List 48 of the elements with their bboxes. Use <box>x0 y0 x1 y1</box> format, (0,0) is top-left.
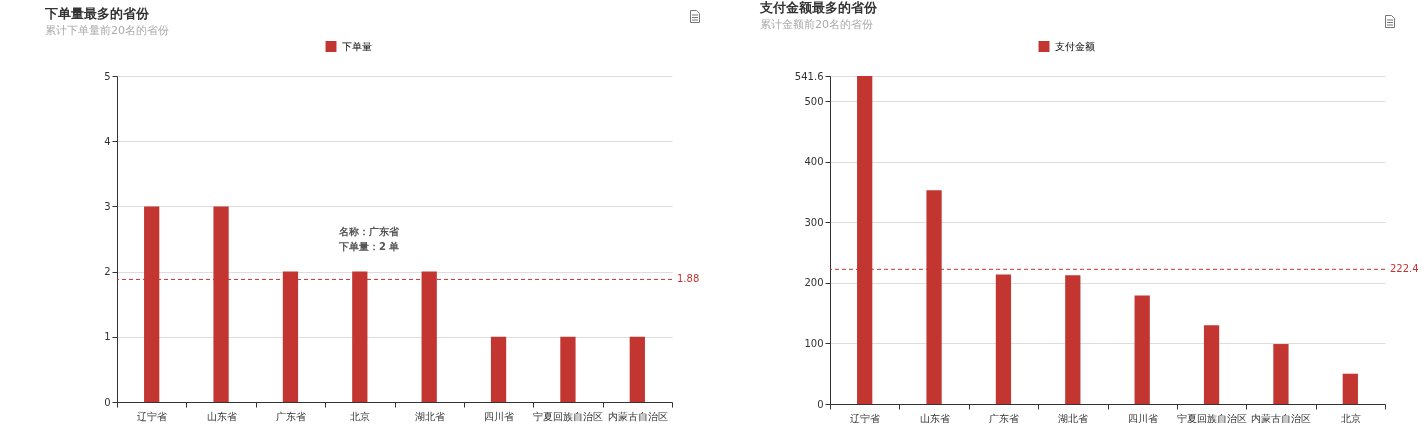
bar <box>1134 295 1150 404</box>
x-tick-label: 广东省 <box>275 410 306 422</box>
x-tick-label: 宁夏回族自治区 <box>1177 412 1248 424</box>
y-tick-label: 300 <box>804 216 824 228</box>
y-tick-label: 2 <box>104 266 111 278</box>
x-tick-label: 山东省 <box>206 410 237 422</box>
x-tick-label: 辽宁省 <box>137 410 168 422</box>
y-tick-label: 100 <box>804 337 824 349</box>
y-tick-label: 5 <box>104 70 111 82</box>
y-tick-label: 400 <box>804 156 824 168</box>
y-tick-label: 0 <box>104 396 111 408</box>
ref-line-label: 1.88 <box>677 273 700 285</box>
y-tick-label: 4 <box>104 135 111 147</box>
x-tick-label: 内蒙古自治区 <box>1251 412 1312 424</box>
bar <box>1342 373 1358 404</box>
chart-title: 下单量最多的省份 <box>44 6 150 21</box>
x-tick-label: 宁夏回族自治区 <box>533 410 604 422</box>
x-tick-label: 四川省 <box>484 410 515 422</box>
x-tick-label: 北京 <box>1340 412 1361 424</box>
annotation: 名称：广东省 <box>338 226 400 238</box>
chart-subtitle: 累计下单量前20名的省份 <box>45 24 169 37</box>
bar <box>490 336 507 402</box>
chart-title: 支付金额最多的省份 <box>759 0 878 15</box>
y-tick-label: 200 <box>804 277 824 289</box>
legend-label: 下单量 <box>341 40 372 52</box>
x-tick-label: 湖北省 <box>414 410 445 422</box>
annotation: 下单量：2 单 <box>338 241 400 253</box>
y-tick-label: 1 <box>104 331 111 343</box>
y-tick-label: 0 <box>817 398 824 410</box>
legend-label: 支付金额 <box>1054 40 1095 52</box>
x-tick-label: 湖北省 <box>1058 412 1089 424</box>
x-tick-label: 内蒙古自治区 <box>607 410 668 422</box>
bar <box>995 274 1012 404</box>
bar <box>1065 275 1081 404</box>
y-tick-label: 3 <box>104 200 111 212</box>
x-tick-label: 北京 <box>350 410 371 422</box>
x-tick-label: 辽宁省 <box>850 412 881 424</box>
chart-subtitle: 累计金额前20名的省份 <box>760 18 873 31</box>
bar <box>560 336 576 402</box>
bar <box>1273 344 1289 404</box>
y-tick-label: 541.6 <box>794 70 824 82</box>
y-tick-label: 500 <box>804 95 824 107</box>
x-tick-label: 广东省 <box>988 412 1019 424</box>
bar <box>1203 325 1220 404</box>
bar <box>629 336 645 402</box>
x-tick-label: 四川省 <box>1127 412 1158 424</box>
ref-line-label: 222.4 <box>1390 263 1419 275</box>
x-tick-label: 山东省 <box>919 412 950 424</box>
